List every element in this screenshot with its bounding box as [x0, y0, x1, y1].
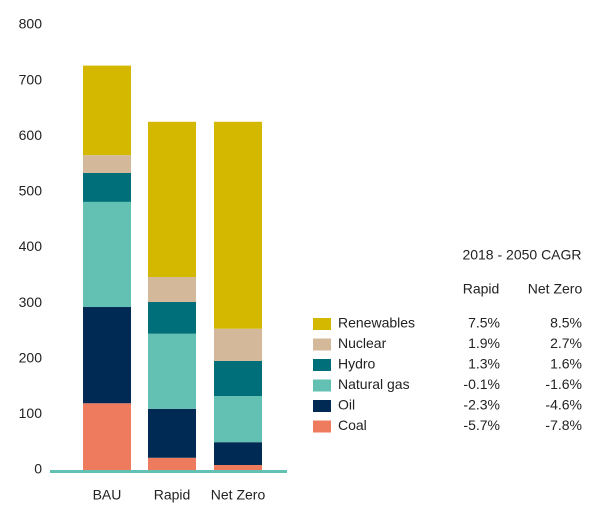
bar-segment [214, 121, 262, 329]
bar-segment [214, 464, 262, 470]
y-tick-label: 400 [19, 238, 43, 254]
bar-segment [148, 333, 196, 409]
y-tick-label: 300 [19, 294, 43, 310]
bar-segment [148, 302, 196, 334]
legend-swatch [313, 359, 331, 371]
bar-segment [83, 155, 131, 173]
legend-label: Natural gas [338, 376, 410, 392]
table-column: Rapid [463, 281, 500, 297]
y-tick-label: 100 [19, 405, 43, 421]
y-tick-label: 700 [19, 71, 43, 87]
table-cell: 1.3% [468, 356, 500, 372]
legend-swatch [313, 379, 331, 392]
legend-swatch [313, 420, 331, 433]
table-cell: -5.7% [463, 417, 500, 433]
bar-segment [148, 276, 196, 303]
bar-segment [214, 442, 262, 465]
y-tick-label: 800 [19, 16, 43, 32]
y-tick-label: 600 [19, 127, 43, 143]
table-cell: 1.9% [468, 335, 500, 351]
table-cell: -1.6% [545, 376, 582, 392]
table-cell: -4.6% [545, 397, 582, 413]
x-tick-label: Net Zero [211, 487, 266, 503]
bar-segment [214, 360, 262, 397]
bar-segment [214, 396, 262, 443]
table-cell: 8.5% [550, 315, 582, 331]
bar-segment [83, 307, 131, 404]
legend-swatch [313, 318, 331, 330]
bar-segment [83, 403, 131, 470]
bar-segment [214, 328, 262, 361]
bar-segment [148, 121, 196, 277]
table-cell: -2.3% [463, 397, 500, 413]
table-title: 2018 - 2050 CAGR [462, 247, 581, 263]
y-tick-label: 200 [19, 349, 43, 365]
legend-label: Coal [338, 417, 367, 433]
legend-label: Renewables [338, 315, 415, 331]
table-cell: -0.1% [463, 376, 500, 392]
bar-segment [83, 201, 131, 308]
x-tick-label: Rapid [154, 487, 191, 503]
legend-label: Nuclear [338, 335, 387, 351]
legend-label: Oil [338, 397, 355, 413]
y-tick-label: 500 [19, 183, 43, 199]
table-cell: 1.6% [550, 356, 582, 372]
y-tick-label: 0 [34, 461, 42, 477]
table-cell: 7.5% [468, 315, 500, 331]
bar-segment [83, 172, 131, 202]
bar-segment [83, 65, 131, 156]
legend-label: Hydro [338, 356, 376, 372]
bar-segment [148, 457, 196, 470]
table-cell: -7.8% [545, 417, 582, 433]
x-tick-label: BAU [93, 487, 122, 503]
table-cell: 2.7% [550, 335, 582, 351]
table-column: Net Zero [528, 281, 583, 297]
legend-swatch [313, 338, 331, 351]
bar-segment [148, 408, 196, 458]
legend-swatch [313, 400, 331, 412]
